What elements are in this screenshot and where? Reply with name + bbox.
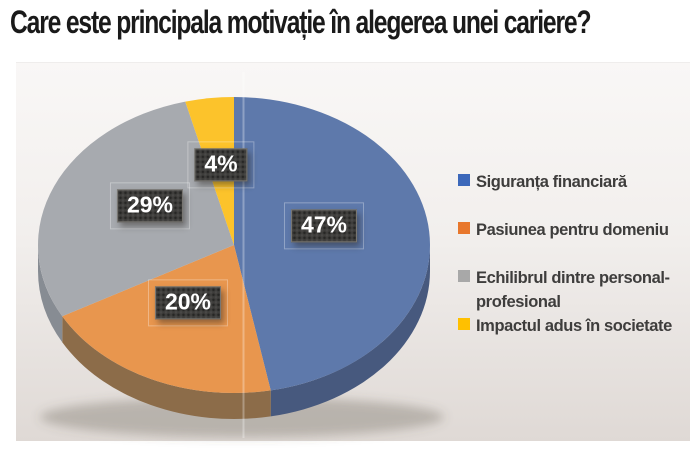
pie-data-label: 47% [290,209,358,243]
legend-item-3: Impactul adus în societate [458,314,692,338]
pie-slice-side-1 [62,316,271,419]
legend-label: Impactul adus în societate [476,317,672,335]
legend-marker [458,270,470,282]
pie-data-label: 29% [116,189,184,223]
legend-marker [458,222,470,234]
pie-slice-0 [234,97,431,391]
pie-data-label: 4% [194,148,248,182]
legend-item-1: Pasiunea pentru domeniu [458,218,692,242]
pie-data-label-halo: 29% [109,182,191,230]
pie-data-label-halo: 4% [187,141,255,189]
legend-label: Pasiunea pentru domeniu [476,221,669,239]
legend-item-0: Siguranța financiară [458,170,692,194]
pie-slice-side-0 [270,245,430,417]
legend-item-2: Echilibrul dintre personal-profesional [458,266,692,314]
legend-label: Siguranța financiară [476,173,627,191]
pie-data-label-halo: 20% [147,279,229,327]
pie-slice-side-2 [38,245,63,343]
pie-data-label-halo: 47% [283,202,365,250]
chart-title: Care este principala motivație în aleger… [10,4,592,40]
legend-marker [458,318,470,330]
pie-data-label: 20% [154,286,222,320]
legend: Siguranța financiară Pasiunea pentru dome… [458,62,694,441]
legend-marker [458,174,470,186]
legend-label: Echilibrul dintre personal-profesional [476,269,670,311]
